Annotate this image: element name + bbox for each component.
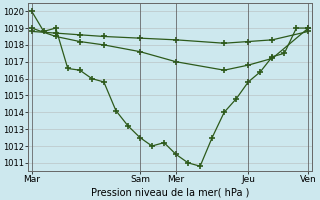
X-axis label: Pression niveau de la mer( hPa ): Pression niveau de la mer( hPa ) bbox=[91, 187, 249, 197]
